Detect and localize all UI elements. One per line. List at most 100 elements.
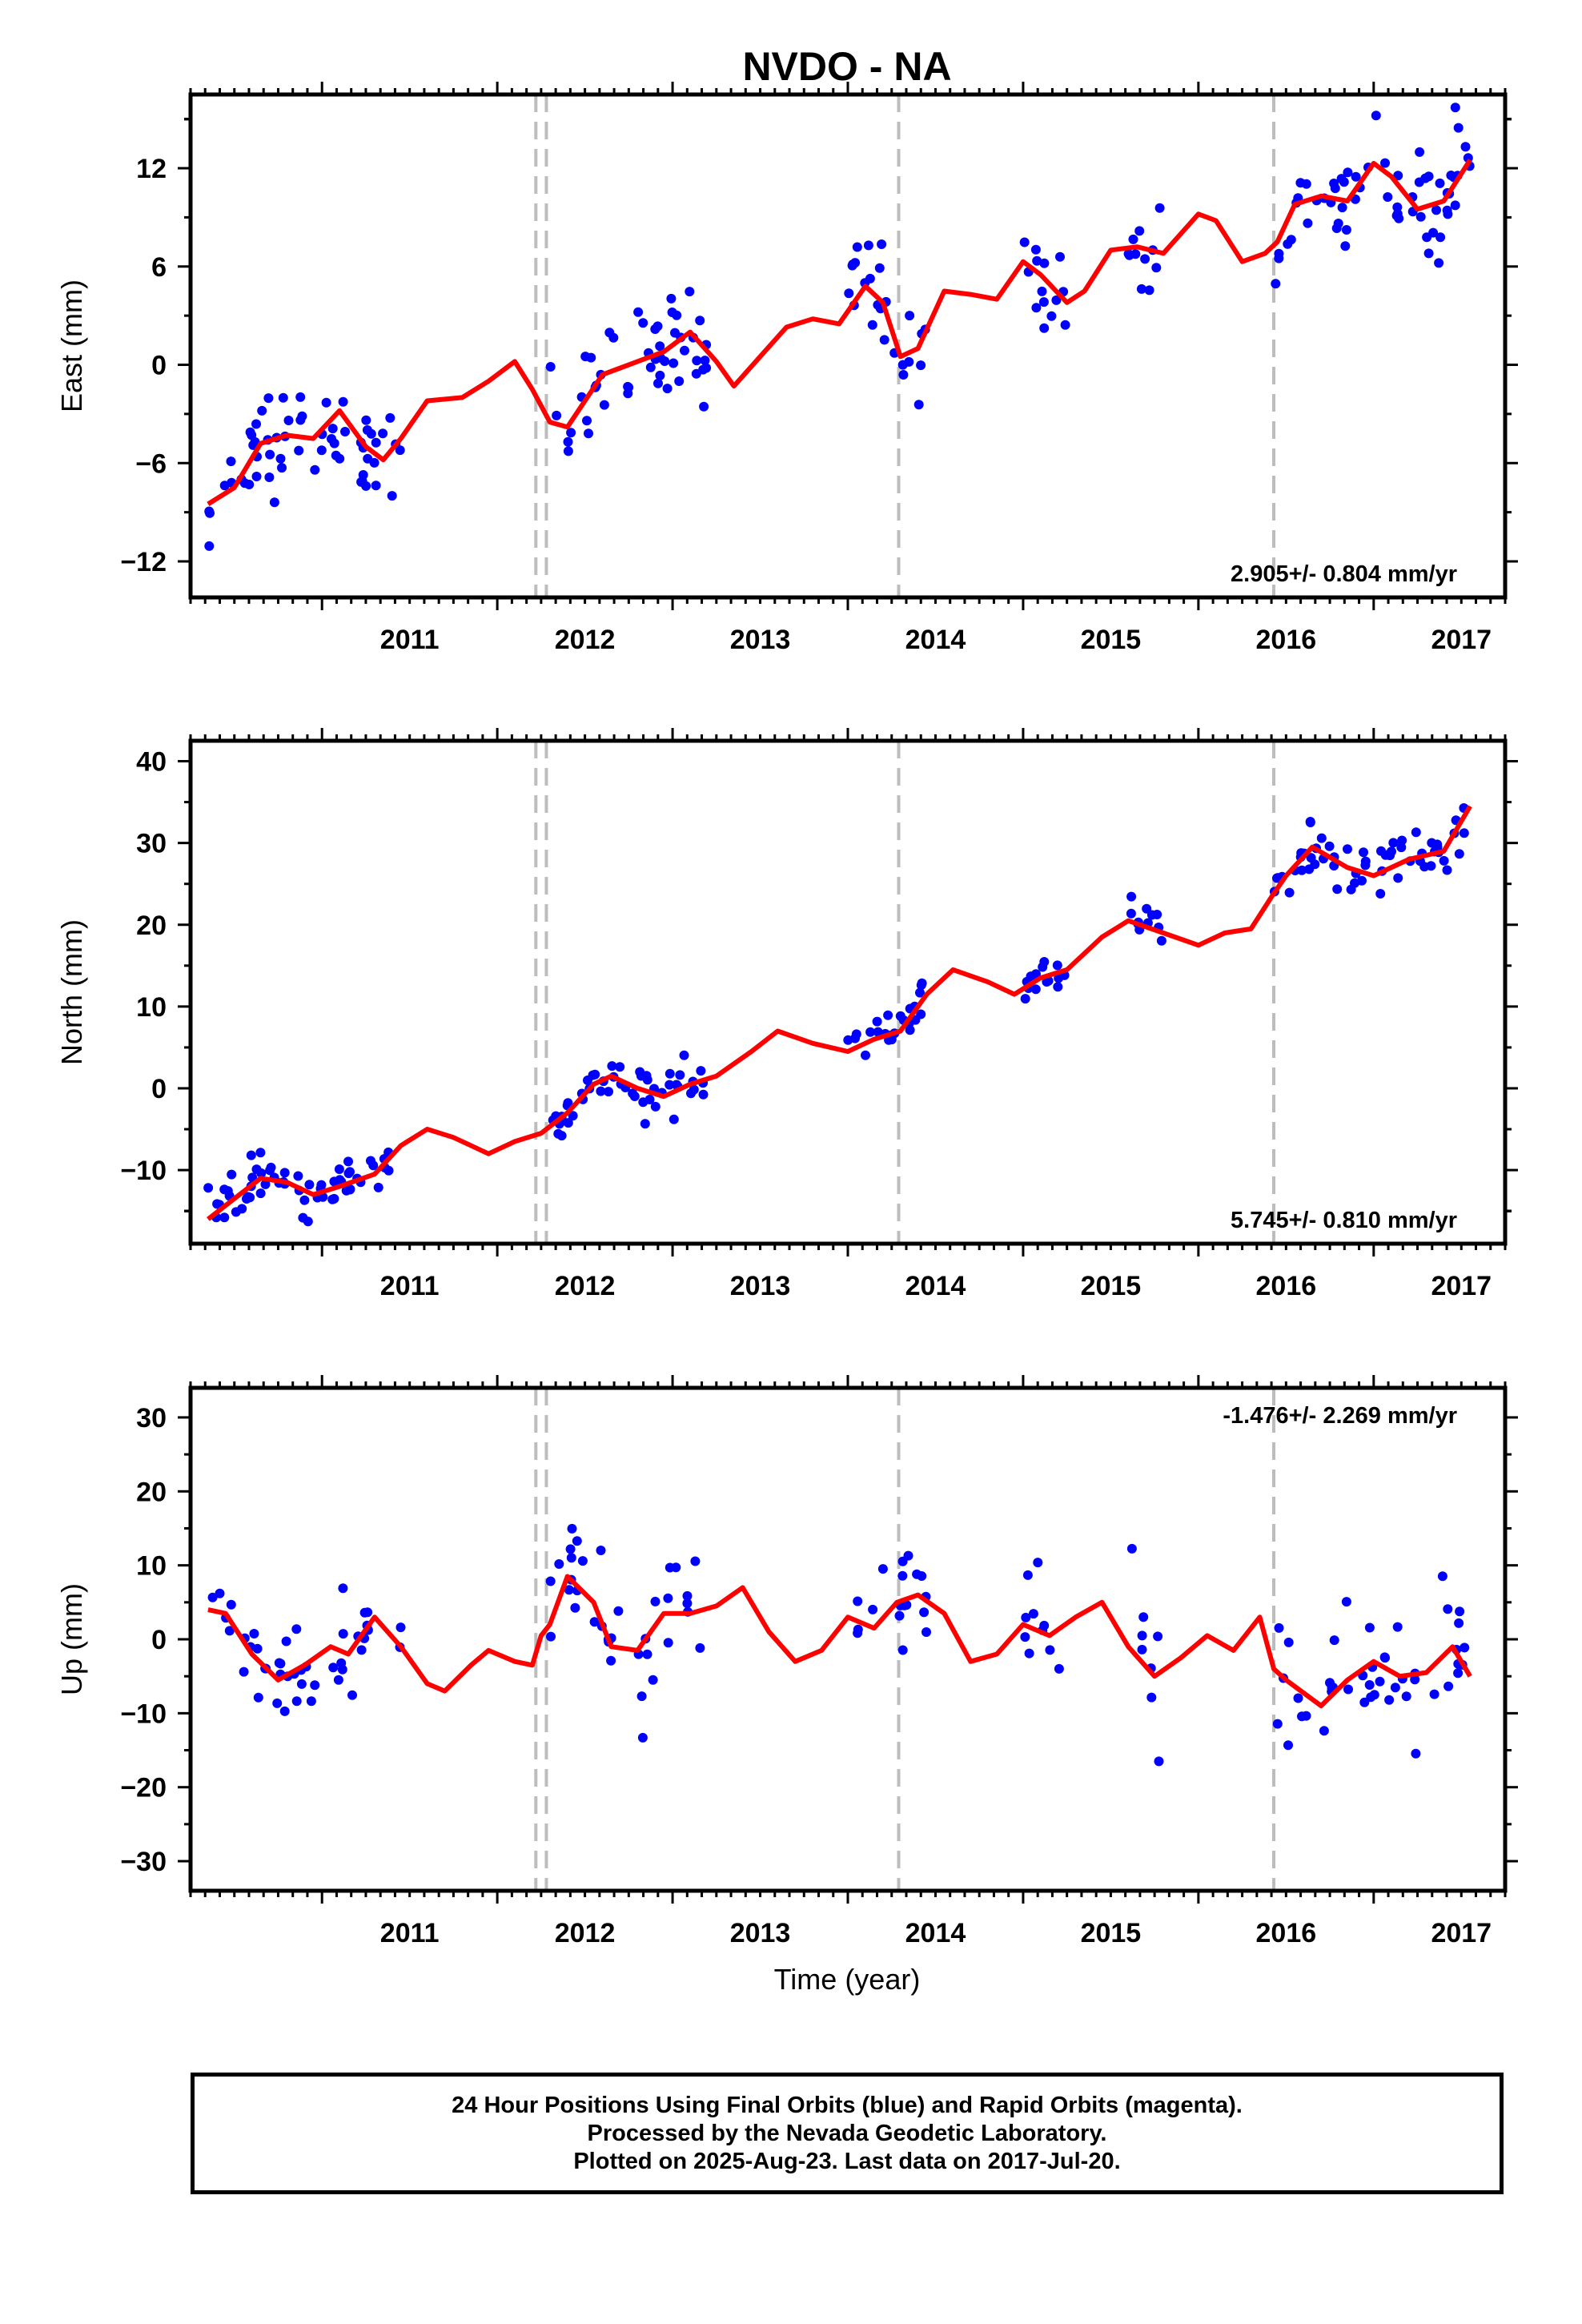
data-point — [583, 1076, 592, 1085]
data-point — [387, 491, 397, 501]
x-tick-label: 2016 — [1256, 1918, 1317, 1948]
data-point — [1024, 1648, 1034, 1659]
data-point — [903, 1550, 913, 1561]
data-point — [853, 1596, 863, 1606]
data-point — [303, 1216, 313, 1227]
data-point — [345, 1184, 355, 1195]
data-point — [640, 1119, 650, 1129]
panel-up: 2011 2012 2013 2014 2015 2016 2017 −30 −20 −10 0 10… — [55, 1375, 1518, 1948]
y-tick-label: 0 — [151, 1625, 167, 1655]
data-point — [613, 1606, 624, 1616]
data-point — [356, 1645, 367, 1655]
data-point — [243, 1192, 253, 1202]
data-point — [1039, 957, 1050, 967]
data-point — [333, 1675, 343, 1685]
data-point — [1305, 817, 1315, 826]
data-point — [1435, 178, 1445, 188]
data-point — [1435, 232, 1446, 243]
caption-line-3: Plotted on 2025-Aug-23. Last data on 201… — [573, 2148, 1121, 2174]
data-point — [1460, 142, 1471, 152]
data-point — [1455, 1606, 1465, 1617]
panel-north: 2011 2012 2013 2014 2015 2016 2017 −10 0 10 20 30 40… — [55, 728, 1518, 1301]
data-point — [1030, 244, 1041, 255]
x-tick-label: 2015 — [1081, 1271, 1142, 1301]
data-point — [264, 472, 275, 482]
data-point — [373, 1182, 383, 1192]
data-point — [1126, 1543, 1137, 1554]
data-point — [637, 1732, 648, 1743]
data-point — [337, 1664, 347, 1675]
data-point — [1046, 311, 1057, 321]
plot-frame — [188, 1385, 1508, 1893]
y-tick-label: 0 — [151, 1074, 167, 1104]
data-point — [1126, 891, 1137, 902]
data-point — [553, 1128, 564, 1139]
data-point — [253, 1692, 263, 1703]
data-point — [1443, 1681, 1454, 1691]
data-point — [695, 316, 705, 326]
data-point — [246, 1150, 256, 1160]
data-point — [696, 1066, 706, 1076]
panel-east: 2011 2012 2013 2014 2015 2016 2017 −12 −6 0 6 12 Eas… — [55, 82, 1518, 655]
data-point — [853, 1624, 863, 1634]
data-point — [904, 356, 914, 367]
data-point — [636, 1691, 647, 1702]
data-point — [1039, 258, 1050, 268]
data-point — [1388, 838, 1399, 848]
data-point — [1380, 1653, 1390, 1663]
data-point — [297, 411, 307, 421]
data-point — [873, 1027, 883, 1037]
data-point — [552, 410, 562, 420]
x-tick-label: 2012 — [555, 1271, 616, 1301]
x-axis-title: Time (year) — [774, 1963, 921, 1996]
data-point — [279, 1168, 290, 1178]
data-point — [338, 396, 348, 407]
rate-label: 2.905+/- 0.804 mm/yr — [1231, 561, 1457, 587]
data-point — [897, 1570, 908, 1581]
plot-frame — [188, 92, 1508, 600]
data-point — [1343, 844, 1352, 854]
data-point — [1401, 1691, 1411, 1702]
data-point — [1026, 971, 1036, 982]
data-point — [205, 508, 215, 518]
data-point — [1442, 865, 1452, 875]
y-tick-label: 30 — [136, 829, 167, 859]
data-point — [679, 1050, 689, 1060]
y-tick-label: 30 — [136, 1403, 167, 1433]
data-point — [338, 1629, 348, 1639]
data-point — [396, 1622, 406, 1633]
data-point — [577, 1556, 588, 1566]
data-point — [1375, 889, 1386, 899]
data-point — [1136, 283, 1146, 294]
data-point — [263, 393, 274, 404]
data-point — [304, 1180, 315, 1190]
data-point — [1156, 935, 1166, 946]
data-point — [624, 382, 634, 392]
data-point — [1045, 1645, 1055, 1655]
data-point — [1454, 1618, 1464, 1628]
data-point — [1124, 250, 1134, 260]
data-point — [329, 1176, 339, 1187]
x-tick-label: 2012 — [555, 625, 616, 655]
y-axis-title: East (mm) — [55, 279, 88, 412]
data-point — [1038, 297, 1049, 308]
data-point — [635, 1067, 645, 1077]
data-point — [1357, 875, 1367, 886]
x-tick-label: 2016 — [1256, 625, 1317, 655]
data-point — [335, 453, 345, 464]
data-point — [566, 1553, 576, 1563]
data-point — [1283, 1637, 1294, 1647]
data-point — [1346, 884, 1356, 895]
data-point — [1137, 1644, 1147, 1655]
caption-line-1: 24 Hour Positions Using Final Orbits (bl… — [452, 2092, 1243, 2118]
data-point — [848, 259, 858, 270]
data-point — [212, 1199, 223, 1209]
data-point — [299, 1195, 310, 1205]
data-point — [207, 1592, 218, 1602]
data-point — [260, 1179, 271, 1189]
data-point — [666, 293, 677, 304]
y-tick-label: 10 — [136, 992, 167, 1023]
data-point — [334, 1164, 344, 1174]
data-point — [563, 436, 573, 447]
data-point — [653, 378, 663, 388]
